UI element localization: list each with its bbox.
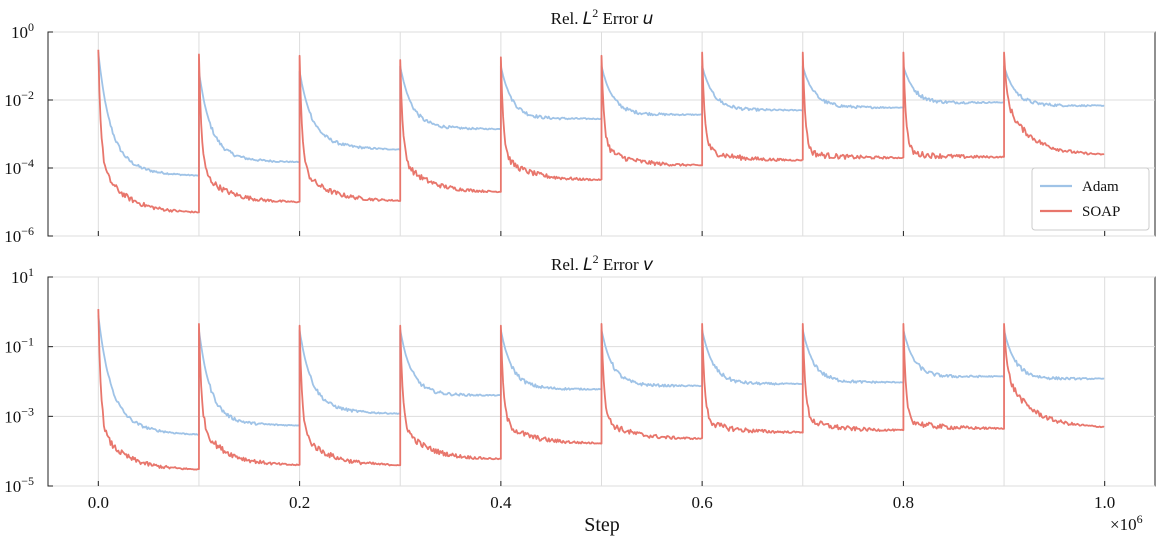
x-tick-label: 0.6: [692, 493, 713, 512]
x-axis-label: Step: [584, 514, 620, 536]
legend-label-soap: SOAP: [1082, 204, 1120, 220]
y-tick-label: 10−4: [4, 156, 34, 178]
x-tick-label: 0.2: [289, 493, 310, 512]
y-tick-label: 100: [11, 20, 34, 42]
y-tick-label: 10−6: [4, 224, 34, 246]
y-tick-label: 101: [11, 265, 34, 287]
panel-v-error: 101 10−1 10−3 10−5 Rel. L2 Error v: [4, 252, 1156, 496]
x-axis-offset: ×106: [1110, 512, 1143, 534]
y-ticks-v: 101 10−1 10−3 10−5: [4, 265, 1106, 496]
series-lines-v: [97, 309, 1105, 471]
legend: Adam SOAP: [1031, 167, 1150, 231]
x-tick-label: 0.4: [490, 493, 512, 512]
y-tick-label: 10−2: [4, 88, 34, 110]
legend-box: [1031, 167, 1150, 231]
x-tick-label: 0.8: [893, 493, 914, 512]
y-tick-label: 10−3: [4, 404, 34, 426]
y-tick-label: 10−1: [4, 335, 34, 357]
x-ticks: 0.0 0.2 0.4 0.6 0.8 1.0: [88, 493, 1116, 512]
series-line-soap: [97, 49, 1105, 214]
title-u: Rel. L2 Error u: [551, 6, 654, 29]
x-tick-label: 1.0: [1094, 493, 1115, 512]
series-lines-u: [97, 49, 1105, 214]
y-tick-label: 10−5: [4, 474, 34, 496]
y-ticks-u: 100 10−2 10−4 10−6: [4, 20, 1106, 246]
x-tick-label: 0.0: [88, 493, 109, 512]
series-line-soap: [97, 309, 1105, 471]
title-v: Rel. L2 Error v: [551, 252, 654, 275]
panel-u-error: 100 10−2 10−4 10−6 Rel. L2 Error u Adam SOA…: [4, 6, 1156, 246]
legend-label-adam: Adam: [1082, 179, 1119, 195]
